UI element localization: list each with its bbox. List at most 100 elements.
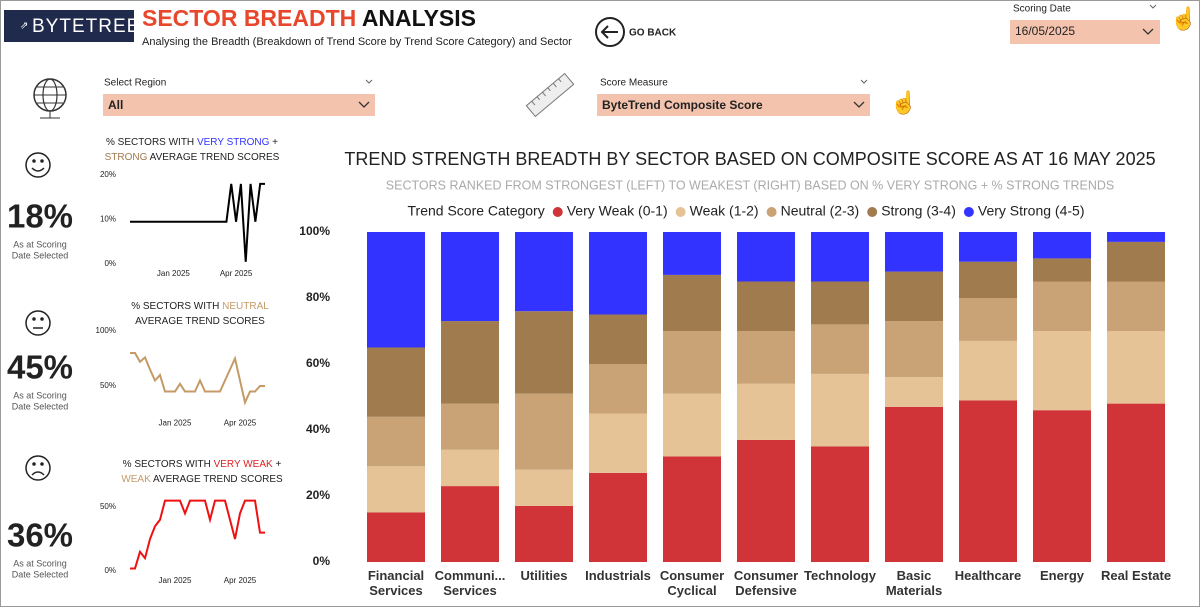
- kpi-caption: As at Scoring: [13, 390, 67, 400]
- bar-segment: [441, 321, 499, 404]
- face: [25, 310, 51, 336]
- y-tick-label: 100%: [96, 326, 116, 335]
- smiley-happy: [25, 152, 51, 178]
- x-label-box: Healthcare: [954, 568, 1022, 583]
- bar-segment: [663, 331, 721, 394]
- bar-segment: [1107, 232, 1165, 242]
- bar-segment: [663, 274, 721, 331]
- bar-segment: [959, 298, 1017, 341]
- bar-segment: [515, 393, 573, 470]
- title-part: % SECTORS WITH: [123, 459, 214, 470]
- x-tick-label: Industrials: [585, 568, 651, 583]
- y-tick-label: 60%: [306, 356, 330, 370]
- go-back-button[interactable]: GO BACK: [595, 17, 677, 47]
- bar-segment: [737, 281, 795, 331]
- bar-segment: [959, 261, 1017, 298]
- measure-dropdown[interactable]: [597, 94, 870, 116]
- x-tick-label: Consumer Defensive: [733, 568, 799, 598]
- bar-segment: [367, 347, 425, 417]
- logo-icon: ⇗: [20, 21, 28, 32]
- filter-label: Select Region: [104, 78, 166, 89]
- smiley-sad: [25, 455, 51, 481]
- title-part: AVERAGE TREND SCORES: [151, 474, 283, 485]
- bar-segment: [367, 416, 425, 467]
- x-tick-label: Apr 2025: [224, 576, 257, 585]
- kpi-value: 45%: [7, 349, 73, 386]
- bar-segment: [959, 232, 1017, 262]
- kpi-caption: As at Scoring: [13, 239, 67, 249]
- dropdown-value[interactable]: 16/05/2025: [1015, 24, 1075, 38]
- eye: [40, 317, 44, 321]
- bar-segment: [1107, 403, 1165, 562]
- kpi-value: 36%: [7, 517, 73, 554]
- chart-subtitle: SECTORS RANKED FROM STRONGEST (LEFT) TO …: [386, 178, 1114, 192]
- title-rest: ANALYSIS: [362, 5, 476, 31]
- bar-segment: [737, 383, 795, 440]
- title-part: AVERAGE TREND SCORES: [147, 152, 279, 163]
- mouth: [31, 167, 45, 172]
- region-dropdown[interactable]: [103, 94, 375, 116]
- chevron[interactable]: [358, 101, 370, 108]
- bar-segment: [811, 373, 869, 447]
- legend-swatch: [766, 207, 777, 217]
- mouth: [31, 471, 45, 476]
- filter-label: Score Measure: [600, 78, 668, 89]
- bar-segment: [1033, 281, 1091, 331]
- legend-label: Neutral (2-3): [781, 203, 860, 219]
- y-tick-label: 50%: [100, 381, 116, 390]
- x-tick-label: Jan 2025: [159, 576, 192, 585]
- logo-text: BYTETREE: [32, 16, 140, 37]
- x-label-box: Basic Materials: [885, 568, 943, 598]
- bar-segment: [515, 311, 573, 394]
- title-part: WEAK: [121, 474, 151, 485]
- x-tick-label: Energy: [1039, 568, 1085, 583]
- title-part: NEUTRAL: [222, 301, 269, 312]
- x-tick-label: Healthcare: [954, 568, 1022, 583]
- chevron[interactable]: [853, 101, 865, 108]
- bar-segment: [589, 413, 647, 473]
- go-back-icon[interactable]: [595, 17, 625, 47]
- page-title: SECTOR BREADTH ANALYSIS: [142, 5, 476, 31]
- chevron: [1149, 4, 1157, 9]
- bar-segment: [441, 403, 499, 450]
- face: [25, 152, 51, 178]
- bar-segment: [367, 232, 425, 348]
- bar-segment: [589, 314, 647, 364]
- x-label-box: Technology: [804, 568, 876, 583]
- go-back-arrow[interactable]: [600, 25, 618, 39]
- y-tick-label: 20%: [100, 170, 116, 179]
- x-label-box: Consumer Cyclical: [660, 568, 724, 598]
- trend-line: [130, 352, 265, 406]
- title-accent: SECTOR BREADTH: [142, 5, 356, 31]
- bar-segment: [811, 324, 869, 374]
- bar-segment: [589, 472, 647, 562]
- y-tick-label: 0%: [104, 566, 116, 575]
- mini-chart-title: STRONG AVERAGE TREND SCORES: [105, 152, 280, 163]
- y-tick-label: 0%: [313, 554, 331, 568]
- title-part: % SECTORS WITH: [131, 301, 222, 312]
- dropdown-value[interactable]: ByteTrend Composite Score: [602, 98, 763, 112]
- bar-segment: [441, 449, 499, 487]
- y-tick-label: 40%: [306, 422, 330, 436]
- x-tick-label: Basic Materials: [885, 568, 943, 598]
- eye: [32, 159, 36, 163]
- bar-segment: [885, 271, 943, 322]
- go-back-text[interactable]: GO BACK: [629, 28, 677, 39]
- ruler-icon: [525, 72, 575, 118]
- chevron[interactable]: [1142, 28, 1154, 35]
- x-tick-label: Jan 2025: [159, 419, 192, 428]
- x-tick-label: Jan 2025: [157, 269, 190, 278]
- kpi-caption: As at Scoring: [13, 558, 67, 568]
- y-tick-label: 20%: [306, 488, 330, 502]
- dropdown-value[interactable]: All: [108, 98, 123, 112]
- hand-icon: ☝: [1170, 5, 1197, 32]
- x-label-box: Utilities: [521, 568, 568, 583]
- date-dropdown[interactable]: [1010, 20, 1160, 44]
- logo-box: [4, 10, 134, 42]
- bar-segment: [811, 281, 869, 325]
- title-part: VERY WEAK: [214, 459, 273, 470]
- title-part: VERY STRONG: [197, 137, 270, 148]
- bar-segment: [1033, 258, 1091, 282]
- legend-title: Trend Score Category: [408, 203, 545, 219]
- bar-segment: [885, 406, 943, 562]
